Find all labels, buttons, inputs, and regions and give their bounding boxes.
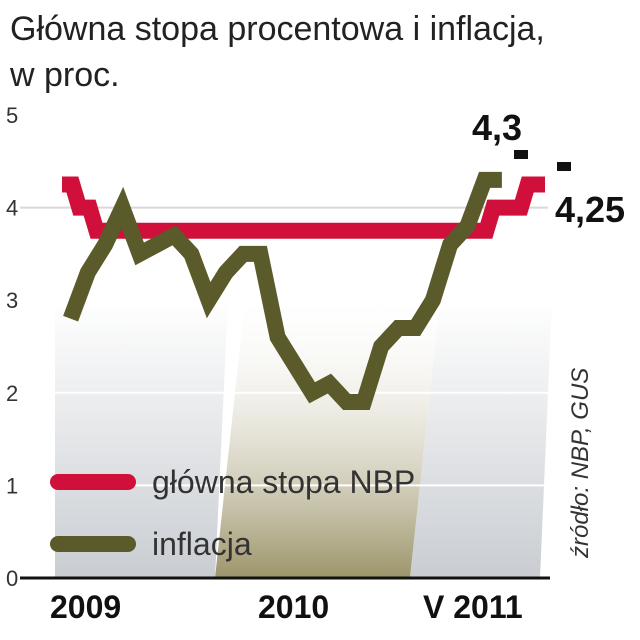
- annotation-stopa: 4,25: [555, 189, 625, 230]
- series-line-inflacja: [63, 171, 502, 411]
- marker-stopa-end: [557, 162, 571, 171]
- x-label-2011: V 2011: [423, 589, 523, 625]
- y-tick-label: 2: [6, 381, 18, 406]
- x-label-2010: 2010: [258, 589, 329, 625]
- chart-title: Główna stopa procentowa i inflacja, w pr…: [10, 6, 545, 98]
- chart-title-line2: w proc.: [10, 56, 120, 94]
- y-tick-label: 4: [6, 196, 18, 221]
- y-tick-label: 1: [6, 473, 18, 498]
- band-2009: [55, 300, 228, 578]
- y-tick-label: 0: [6, 566, 18, 591]
- chart-title-line1: Główna stopa procentowa i inflacja,: [10, 10, 545, 48]
- annotation-inflacja: 4,3: [472, 107, 522, 148]
- y-tick-label: 5: [6, 103, 18, 128]
- legend-label-stopa: główna stopa NBP: [152, 464, 415, 500]
- legend-label-inflacja: inflacja: [152, 526, 252, 562]
- band-2010: [215, 300, 440, 578]
- marker-inflacja-end: [514, 150, 528, 159]
- series-lines: [61, 171, 546, 411]
- x-label-2009: 2009: [50, 589, 121, 625]
- y-tick-label: 3: [6, 288, 18, 313]
- band-2011: [410, 300, 552, 578]
- y-tick-labels: 0 1 2 3 4 5: [6, 103, 18, 591]
- source-label: źródło: NBP, GUS: [567, 368, 594, 559]
